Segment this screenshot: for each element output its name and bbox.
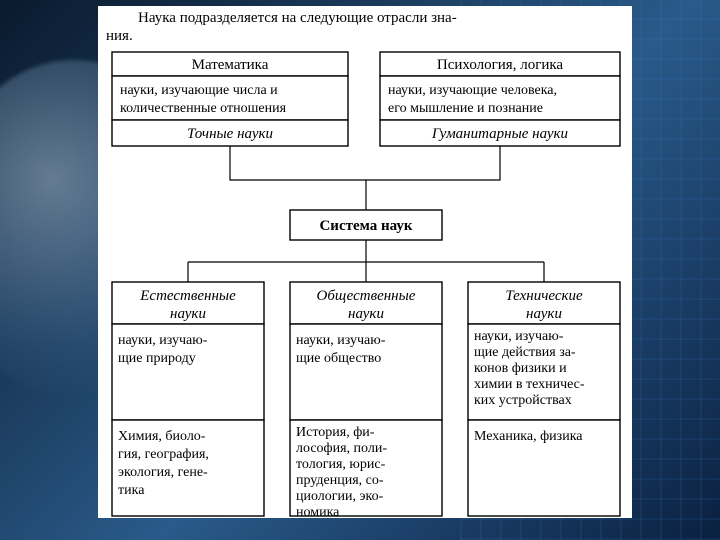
col3-desc-2: щие действия за-	[474, 345, 576, 360]
conn-top-right	[366, 146, 500, 180]
col2-ex-1: История, фи-	[296, 425, 375, 440]
col1-ex-3: экология, гене-	[118, 465, 208, 480]
col3-cat-2: науки	[526, 306, 562, 322]
center-label: Система наук	[319, 218, 412, 234]
col3-desc-4: химии в техничес-	[474, 377, 585, 392]
lead-line1: Наука подразделяется на следующие отрасл…	[138, 10, 457, 26]
col1-desc-2: щие природу	[118, 351, 196, 366]
top-left-desc-1: науки, изучающие числа и	[120, 83, 278, 98]
col3-desc-1: науки, изучаю-	[474, 329, 564, 344]
col1-ex-4: тика	[118, 483, 145, 498]
col1-ex-1: Химия, биоло-	[118, 429, 206, 444]
col1-ex-2: гия, география,	[118, 447, 209, 462]
top-right-desc-1: науки, изучающие человека,	[388, 83, 557, 98]
col3-cat-1: Технические	[505, 288, 583, 304]
col3-ex-1: Механика, физика	[474, 429, 583, 444]
top-left-header: Математика	[192, 57, 269, 73]
col1-cat-1: Естественные	[139, 288, 236, 304]
lead-line2: ния.	[106, 28, 133, 44]
col3-desc-3: конов физики и	[474, 361, 567, 376]
top-left-desc-2: количественные отношения	[120, 101, 287, 116]
col2-cat-1: Общественные	[317, 288, 416, 304]
col1-cat-2: науки	[170, 306, 206, 322]
col2-desc-1: науки, изучаю-	[296, 333, 386, 348]
col2-cat-2: науки	[348, 306, 384, 322]
col1-desc-1: науки, изучаю-	[118, 333, 208, 348]
diagram-svg: Наука подразделяется на следующие отрасл…	[0, 0, 720, 540]
top-right-desc-2: его мышление и познание	[388, 101, 543, 116]
col2-ex-4: пруденция, со-	[296, 473, 384, 488]
col3-desc-5: ких устройствах	[474, 393, 572, 408]
conn-top-left	[230, 146, 366, 180]
top-right-category: Гуманитарные науки	[431, 126, 568, 142]
top-right-header: Психология, логика	[437, 57, 564, 73]
col2-ex-5: циологии, эко-	[296, 489, 384, 504]
col2-ex-2: лософия, поли-	[296, 441, 387, 456]
col2-desc-2: щие общество	[296, 351, 381, 366]
col2-ex-6: номика	[296, 505, 340, 520]
col2-ex-3: тология, юрис-	[296, 457, 386, 472]
top-left-category: Точные науки	[187, 126, 273, 142]
